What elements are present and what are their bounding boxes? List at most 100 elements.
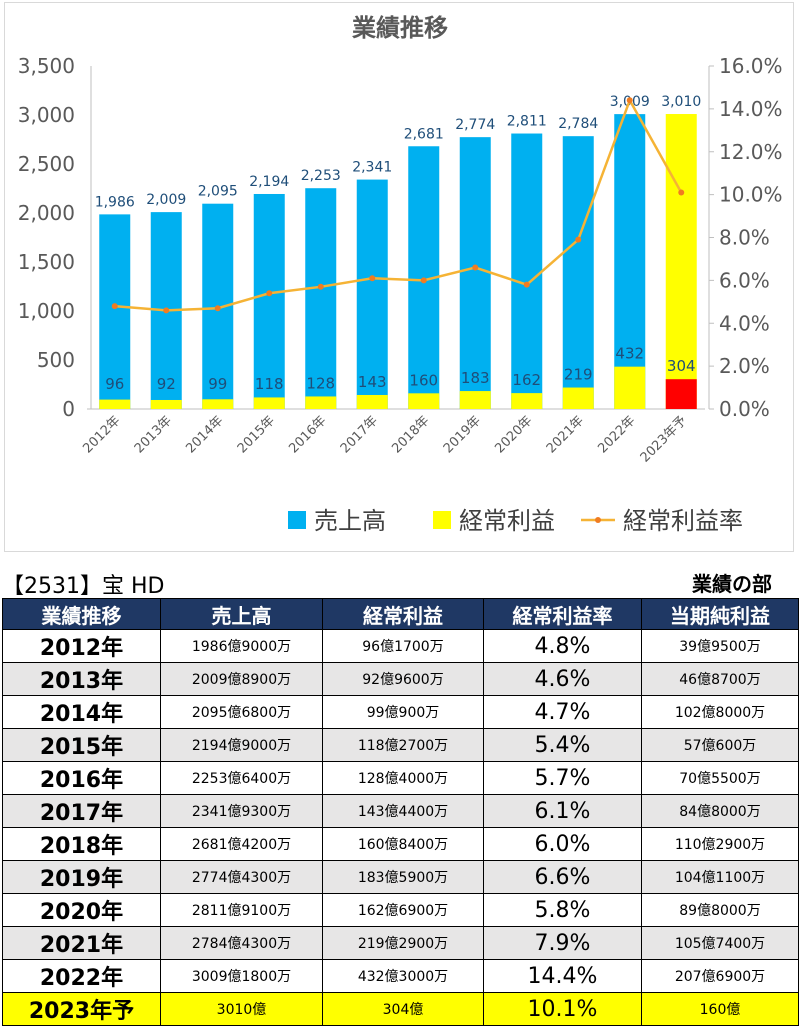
table-row-forecast: 2023年予 3010億 304億 10.1% 160億 — [2, 992, 799, 1026]
sales-bar — [614, 114, 646, 410]
profit-bar — [202, 399, 234, 409]
legend-label-rate: 経常利益率 — [623, 507, 743, 535]
profit-rate-point — [111, 303, 118, 310]
chart-title: 業績推移 — [352, 14, 448, 42]
cell-net-income: 46億8700万 — [641, 662, 799, 696]
cell-sales: 2811億9100万 — [160, 893, 323, 927]
x-tick-label: 2014年 — [183, 413, 226, 456]
legend-swatch-sales — [288, 511, 306, 529]
table-row: 2014年 2095億6800万 99億900万 4.7% 102億8000万 — [2, 695, 799, 729]
x-tick-label: 2023年予 — [638, 413, 690, 465]
table-row: 2019年 2774億4300万 183億5900万 6.6% 104億1100万 — [2, 860, 799, 894]
y2-tick-label: 8.0% — [719, 226, 770, 250]
x-tick-label: 2022年 — [595, 413, 638, 456]
profit-rate-line — [114, 97, 683, 312]
cell-period: 2012年 — [2, 629, 161, 663]
cell-period: 2018年 — [2, 827, 161, 861]
sales-data-label: 3,010 — [661, 94, 701, 110]
sales-bar — [511, 133, 543, 409]
sales-data-label: 2,095 — [198, 184, 238, 200]
y2-tick-label: 10.0% — [719, 183, 783, 207]
cell-profit-rate: 7.9% — [483, 926, 642, 960]
profit-rate-point — [678, 189, 685, 196]
y2-tick-label: 14.0% — [719, 97, 783, 121]
table-row: 2022年 3009億1800万 432億3000万 14.4% 207億6900万 — [2, 959, 799, 993]
header-profit-rate: 経常利益率 — [483, 598, 642, 630]
profit-bar — [305, 396, 337, 409]
y2-tick-label: 2.0% — [719, 354, 770, 378]
sales-data-label: 2,341 — [352, 160, 392, 176]
sales-data-label: 2,194 — [249, 174, 289, 190]
sales-bar — [459, 137, 491, 409]
cell-sales: 2341億9300万 — [160, 794, 323, 828]
cell-period: 2019年 — [2, 860, 161, 894]
y2-tick-label: 16.0% — [719, 54, 783, 78]
table-row: 2018年 2681億4200万 160億8400万 6.0% 110億2900万 — [2, 827, 799, 861]
cell-profit-rate: 5.4% — [483, 728, 642, 762]
cell-ordinary-profit: 118億2700万 — [322, 728, 484, 762]
y-tick-label: 2,000 — [18, 201, 75, 225]
x-tick-label: 2021年 — [544, 413, 587, 456]
profit-bar — [459, 391, 491, 409]
performance-chart: 業績推移 0 500 1,000 1,500 2,000 2,500 3,000 3,500 0.… — [18, 14, 783, 535]
cell-sales: 2095億6800万 — [160, 695, 323, 729]
chart-panel: 業績推移 0 500 1,000 1,500 2,000 2,500 3,000 3,500 0.… — [4, 2, 794, 552]
y2-tick-label: 4.0% — [719, 311, 770, 335]
profit-data-label: 160 — [409, 371, 438, 389]
cell-period: 2016年 — [2, 761, 161, 795]
cell-ordinary-profit: 92億9600万 — [322, 662, 484, 696]
profit-rate-point — [523, 281, 530, 288]
header-net-income: 当期純利益 — [641, 598, 799, 630]
profit-rate-point — [214, 305, 221, 312]
sales-bar — [99, 214, 131, 409]
table-row: 2012年 1986億9000万 96億1700万 4.8% 39億9500万 — [2, 629, 799, 663]
header-period: 業績推移 — [2, 598, 161, 630]
sales-bar — [356, 179, 388, 409]
cell-period: 2017年 — [2, 794, 161, 828]
cell-net-income: 39億9500万 — [641, 629, 799, 663]
section-label: 業績の部 — [692, 572, 772, 596]
y-tick-label: 1,000 — [18, 299, 75, 323]
profit-data-label: 143 — [358, 373, 387, 391]
table-row: 2020年 2811億9100万 162億6900万 5.8% 89億8000万 — [2, 893, 799, 927]
cell-profit-rate: 4.6% — [483, 662, 642, 696]
cell-ordinary-profit: 183億5900万 — [322, 860, 484, 894]
y2-tick-label: 0.0% — [719, 397, 770, 421]
sales-bar — [305, 188, 337, 409]
cell-net-income: 207億6900万 — [641, 959, 799, 993]
profit-data-label: 118 — [255, 375, 284, 393]
y-tick-label: 3,500 — [18, 54, 75, 78]
profit-data-label: 183 — [461, 369, 490, 387]
cell-ordinary-profit: 99億900万 — [322, 695, 484, 729]
profit-data-label: 128 — [306, 374, 335, 392]
cell-ordinary-profit: 96億1700万 — [322, 629, 484, 663]
profit-bar — [356, 394, 388, 409]
sales-data-label: 1,986 — [95, 194, 135, 210]
cell-net-income: 102億8000万 — [641, 695, 799, 729]
table-row: 2017年 2341億9300万 143億4400万 6.1% 84億8000万 — [2, 794, 799, 828]
legend-label-profit: 経常利益 — [459, 507, 555, 535]
y-tick-label: 500 — [37, 348, 75, 372]
x-tick-label: 2012年 — [80, 413, 123, 456]
profit-bar — [562, 387, 594, 409]
cell-sales: 1986億9000万 — [160, 629, 323, 663]
profit-rate-point — [420, 277, 427, 284]
cell-net-income: 57億600万 — [641, 728, 799, 762]
cell-net-income: 104億1100万 — [641, 860, 799, 894]
cell-net-income: 70億5500万 — [641, 761, 799, 795]
profit-bar — [99, 399, 131, 409]
table-row: 2021年 2784億4300万 219億2900万 7.9% 105億7400万 — [2, 926, 799, 960]
sales-bar — [562, 136, 594, 409]
x-tick-label: 2020年 — [492, 413, 535, 456]
cell-sales: 2784億4300万 — [160, 926, 323, 960]
profit-rate-point — [369, 275, 376, 282]
cell-period: 2015年 — [2, 728, 161, 762]
profit-rate-point — [575, 236, 582, 243]
cell-ordinary-profit: 143億4400万 — [322, 794, 484, 828]
sales-bar — [665, 114, 697, 410]
cell-net-income: 89億8000万 — [641, 893, 799, 927]
y-tick-label: 3,000 — [18, 103, 75, 127]
profit-data-label: 92 — [157, 375, 176, 393]
table-header-row: 業績推移 売上高 経常利益 経常利益率 当期純利益 — [2, 598, 799, 630]
cell-profit-rate: 6.6% — [483, 860, 642, 894]
